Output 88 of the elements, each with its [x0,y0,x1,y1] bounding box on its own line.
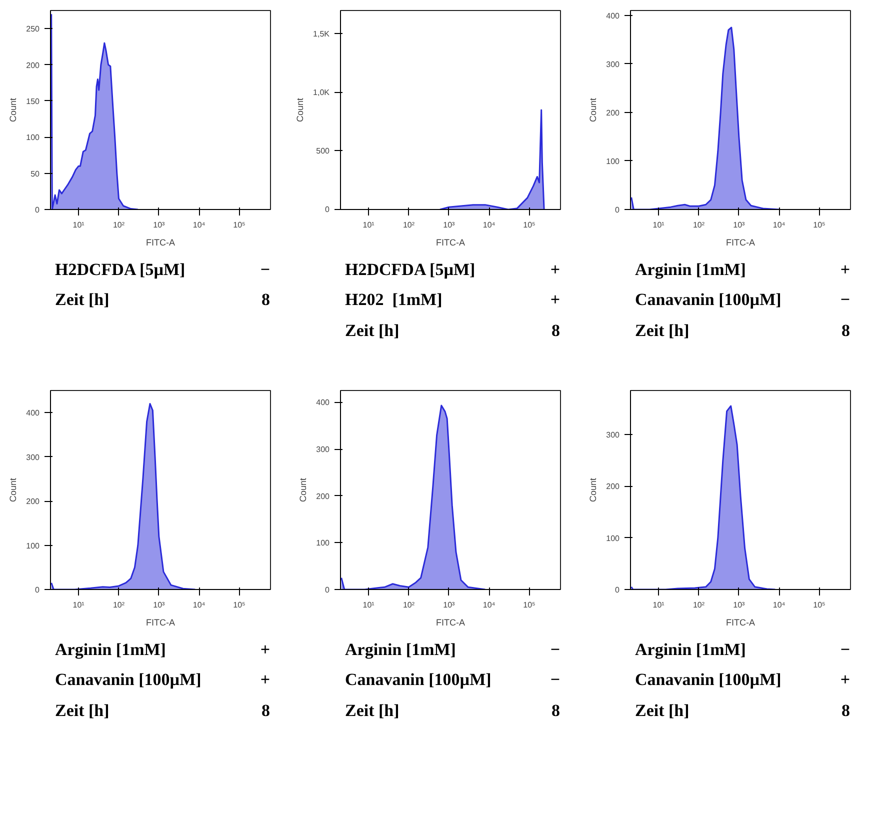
y-tick-label: 100 [606,534,620,543]
y-tick-label: 200 [316,492,330,501]
text: Zeit [h] 8 [55,290,270,310]
y-axis-title: Count [298,477,308,502]
x-tick-label: 10⁴ [772,220,786,230]
y-axis-title: Count [8,477,18,502]
y-tick-label: 300 [606,430,620,440]
y-axis-title: Count [588,477,598,502]
y-tick-label: 200 [26,497,40,506]
text: Zeit [h] 8 [635,320,850,340]
y-tick-label: 100 [606,156,620,166]
text: Zeit [h] 8 [55,700,270,720]
text: Canavanin [100µM] − [635,290,850,310]
text: Zeit [h] 8 [635,700,850,720]
x-tick-label: 10¹ [652,600,665,610]
x-tick-label: 10² [402,220,415,230]
x-tick-label: 10¹ [72,600,85,610]
y-tick-label: 0 [325,205,330,214]
x-tick-label: 10⁴ [192,220,206,230]
x-tick-label: 10³ [153,600,166,610]
y-tick-label: 0 [325,586,330,594]
y-tick-label: 250 [26,24,40,34]
y-tick-label: 1,5K [313,29,330,38]
x-tick-label: 10² [402,600,415,610]
text: H2DCFDA [5µM] − [55,260,270,279]
x-axis-title: FITC-A [146,618,175,628]
x-tick-label: 10⁴ [482,220,496,230]
x-tick-label: 10⁵ [523,600,536,610]
x-tick-label: 10³ [733,600,746,610]
text: Zeit [h] 8 [345,320,560,340]
x-axis-title: FITC-A [726,238,755,248]
x-tick-label: 10² [692,600,705,610]
x-tick-label: 10⁵ [523,220,536,230]
x-tick-label: 10¹ [652,220,665,230]
y-tick-label: 1,0K [313,88,330,97]
x-tick-label: 10⁴ [772,600,786,610]
x-tick-label: 10³ [443,220,456,230]
x-tick-label: 10⁵ [813,600,826,610]
y-tick-label: 500 [316,146,330,156]
y-tick-label: 300 [606,60,620,69]
x-tick-label: 10³ [443,600,456,610]
x-tick-label: 10² [112,220,125,230]
text: Canavanin [100µM] + [635,670,850,690]
x-tick-label: 10⁵ [233,220,246,230]
y-axis-title: Count [8,97,18,122]
x-tick-label: 10¹ [362,600,375,610]
y-tick-label: 0 [615,206,620,214]
x-tick-label: 10⁵ [233,600,246,610]
x-axis-title: FITC-A [726,618,755,628]
y-tick-label: 0 [35,206,40,214]
x-axis-title: FITC-A [436,238,465,248]
y-tick-label: 200 [606,482,620,492]
y-axis-title: Count [295,97,306,122]
y-tick-label: 100 [316,538,330,548]
x-tick-label: 10⁴ [482,600,496,610]
x-tick-label: 10¹ [72,220,85,230]
y-tick-label: 400 [606,11,620,20]
x-tick-label: 10⁵ [813,220,826,230]
y-tick-label: 200 [606,108,620,118]
y-axis-title: Count [588,97,598,122]
y-tick-label: 150 [26,96,40,106]
y-tick-label: 100 [26,133,40,142]
y-tick-label: 400 [26,408,40,418]
text: Arginin [1mM] − [635,640,850,659]
text: Arginin [1mM] − [345,640,560,659]
x-tick-label: 10³ [733,220,746,230]
y-tick-label: 300 [26,452,40,462]
y-tick-label: 50 [30,169,40,178]
text: Arginin [1mM] + [55,640,270,659]
text: H2DCFDA [5µM] + [345,260,560,279]
x-tick-label: 10⁴ [192,600,206,610]
x-tick-label: 10² [692,220,705,230]
text: Canavanin [100µM] − [345,670,560,690]
x-axis-title: FITC-A [146,238,175,248]
text: Zeit [h] 8 [345,700,560,720]
y-tick-label: 300 [316,445,330,454]
x-axis-title: FITC-A [436,618,465,628]
x-tick-label: 10² [112,600,125,610]
y-tick-label: 0 [35,586,40,594]
y-tick-label: 100 [26,541,40,550]
text: Arginin [1mM] + [635,260,850,279]
x-tick-label: 10³ [153,220,166,230]
y-tick-label: 200 [26,60,40,70]
y-tick-label: 0 [615,586,620,594]
x-tick-label: 10¹ [362,220,375,230]
y-tick-label: 400 [316,398,330,408]
text: Canavanin [100µM] + [55,670,270,690]
text: H202 [1mM] + [345,290,560,310]
